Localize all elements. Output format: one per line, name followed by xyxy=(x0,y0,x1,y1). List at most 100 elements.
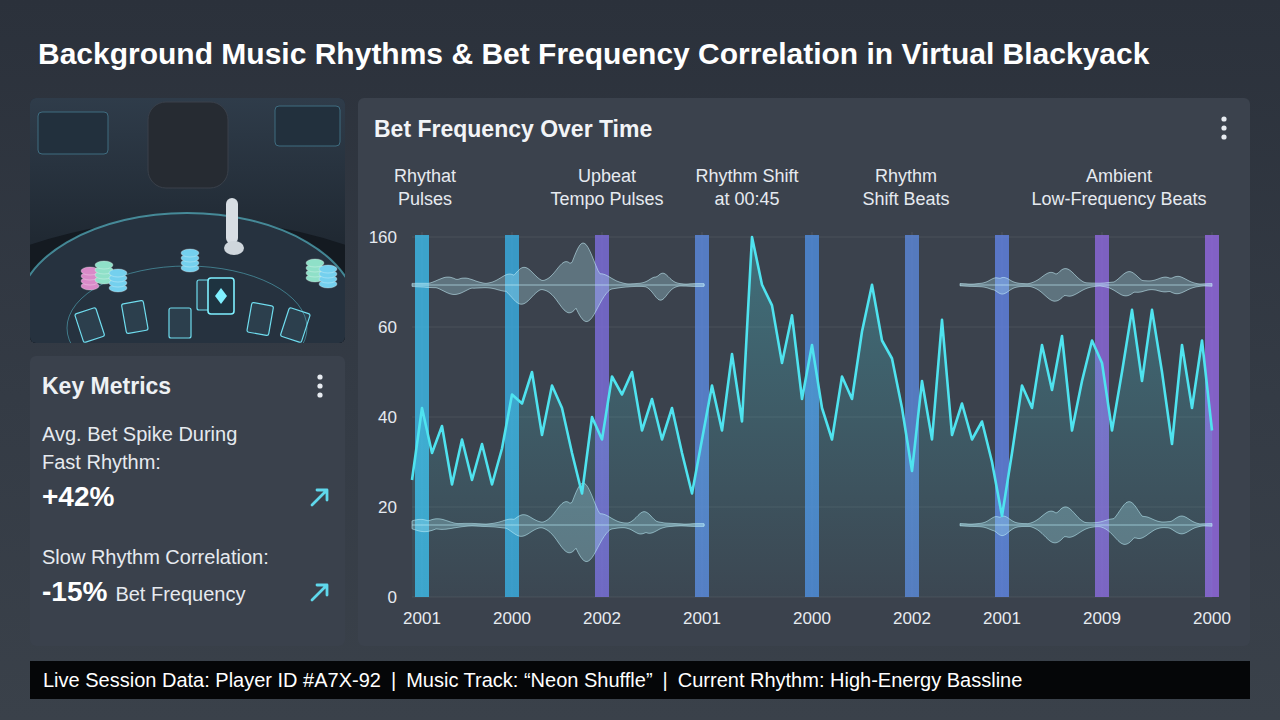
annotation-line: Ambient xyxy=(1086,166,1152,186)
annotation-line: at 00:45 xyxy=(714,189,779,209)
rhythm-band xyxy=(905,235,919,597)
audio-waveform xyxy=(960,269,1212,302)
glowing-card xyxy=(208,278,234,314)
grid xyxy=(412,232,1212,597)
audio-waveform xyxy=(412,483,704,561)
metric-value-row: -15% Bet Frequency xyxy=(42,575,245,613)
metric-value: -15% xyxy=(42,576,107,607)
screen-right xyxy=(275,106,340,146)
page: {"title": "Background Music Rhythms & Be… xyxy=(0,0,1280,720)
trend-arrow-icon xyxy=(308,485,332,509)
annotation: AmbientLow-Frequency Beats xyxy=(1031,166,1206,209)
x-tick-label: 2000 xyxy=(793,609,831,628)
casino-table-illustration xyxy=(30,98,345,343)
x-tick-label: 2001 xyxy=(403,609,441,628)
menu-dot xyxy=(317,374,322,379)
card-diamond xyxy=(215,288,227,304)
x-tick-label: 2002 xyxy=(583,609,621,628)
card-outline xyxy=(280,307,310,342)
y-grid-line xyxy=(412,327,1212,328)
x-grid-line xyxy=(602,232,603,597)
rhythm-band xyxy=(695,235,709,597)
footer-content: Live Session Data: Player ID #A7X-92 | Mus… xyxy=(43,661,1022,699)
bet-frequency-line xyxy=(412,237,1212,516)
menu-dot xyxy=(317,392,322,397)
audio-waveform-baseline xyxy=(412,284,705,285)
annotation-line: Rhythm Shift xyxy=(695,166,798,186)
menu-dot xyxy=(1221,134,1226,139)
y-tick-label: 20 xyxy=(378,498,397,517)
x-grid-line xyxy=(912,232,913,597)
menu-dot xyxy=(317,383,322,388)
dealer-hand xyxy=(224,241,244,255)
y-grid-line xyxy=(412,507,1212,508)
x-tick-label: 2009 xyxy=(1083,609,1121,628)
menu-icon xyxy=(316,373,324,399)
y-grid-line xyxy=(412,597,1212,598)
footer-item: Live Session Data: Player ID #A7X-92 xyxy=(43,669,381,691)
audio-waveform xyxy=(412,243,704,322)
metric-note: Bet Frequency xyxy=(115,583,245,605)
annotation-line: Tempo Pulses xyxy=(550,189,663,209)
x-tick-label: 2001 xyxy=(683,609,721,628)
y-grid-line xyxy=(412,237,1212,238)
screen-left xyxy=(38,112,108,154)
y-tick-label: 60 xyxy=(378,318,397,337)
footer-item: Current Rhythm: High-Energy Bassline xyxy=(678,669,1023,691)
card-outline xyxy=(75,307,105,342)
x-tick-label: 2002 xyxy=(893,609,931,628)
chip xyxy=(181,249,199,257)
annotation: Rhythat Pulses xyxy=(394,166,456,209)
rhythm-band xyxy=(995,235,1009,597)
card-outline xyxy=(247,302,274,335)
metrics-panel: Key Metrics Avg. Bet Spike During Fast Rh… xyxy=(30,356,345,646)
audio-waveform-baseline xyxy=(960,524,1212,525)
chip xyxy=(306,259,324,267)
card-outline xyxy=(169,308,191,338)
x-tick-label: 2000 xyxy=(1193,609,1231,628)
dealer-arm xyxy=(226,198,238,244)
footer-item: Music Track: “Neon Shuffle” xyxy=(406,669,652,691)
annotation-line: Shift Beats xyxy=(862,189,949,209)
footer-separator: | xyxy=(663,669,668,691)
metric-label: Avg. Bet Spike During Fast Rhythm: xyxy=(42,420,277,476)
y-tick-label: 40 xyxy=(378,408,397,427)
menu-dot xyxy=(1221,125,1226,130)
x-grid-line xyxy=(1002,232,1003,597)
trend-arrow-icon xyxy=(308,580,332,604)
footer-bar: Live Session Data: Player ID #A7X-92 | Mus… xyxy=(30,661,1250,699)
rhythm-band xyxy=(595,235,609,597)
chip xyxy=(109,269,127,277)
x-grid-line xyxy=(1212,232,1213,597)
x-grid-line xyxy=(1102,232,1103,597)
x-grid-line xyxy=(702,232,703,597)
x-grid-line xyxy=(422,232,423,597)
chip xyxy=(95,261,113,269)
annotation: RhythmShift Beats xyxy=(862,166,949,209)
audio-waveform-baseline xyxy=(412,524,705,525)
chair-back xyxy=(148,102,228,188)
chip xyxy=(319,265,337,273)
annotation-line: Upbeat xyxy=(578,166,636,186)
annotation-line: Pulses xyxy=(398,189,452,209)
y-grid-line xyxy=(412,417,1212,418)
audio-waveform xyxy=(960,502,1212,545)
y-tick-label: 160 xyxy=(369,228,397,247)
metrics-title: Key Metrics xyxy=(42,372,171,400)
trend-arrow xyxy=(312,490,327,505)
rhythm-band xyxy=(1205,235,1219,597)
trend-arrow xyxy=(312,585,327,600)
chart-panel: Bet Frequency Over Time xyxy=(358,98,1250,646)
table-felt xyxy=(30,213,345,343)
rhythm-band xyxy=(805,235,819,597)
menu-icon xyxy=(1220,115,1228,141)
annotation: Upbeat Tempo Pulses xyxy=(550,166,663,209)
table-inner-ring xyxy=(67,266,307,343)
chart-svg: 0204060160200120002002200120002002200120… xyxy=(0,0,1280,720)
annotation-line: Rhythat xyxy=(394,166,456,186)
chart-title: Bet Frequency Over Time xyxy=(374,115,652,143)
plot-area xyxy=(412,235,1219,597)
menu-dot xyxy=(1221,116,1226,121)
card-outline xyxy=(121,300,148,333)
metric-value: +42% xyxy=(42,480,114,514)
